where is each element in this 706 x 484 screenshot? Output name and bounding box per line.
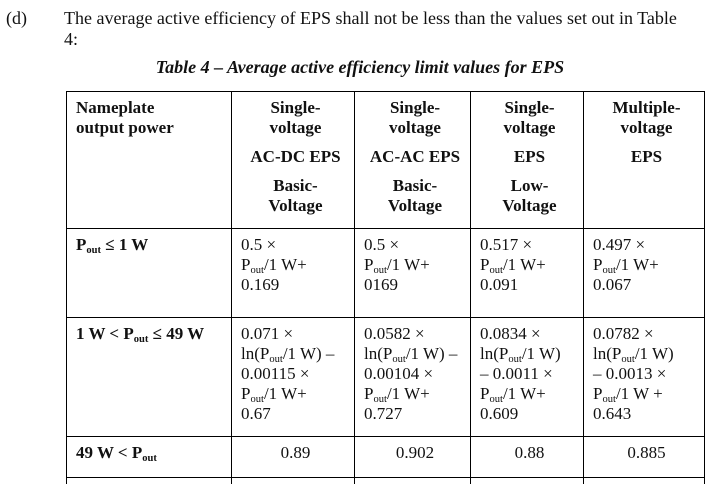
empty-cell [66, 477, 232, 484]
table-row: Pout ≤ 1 W 0.5 × Pout/1 W+ 0.169 0.5 × Pout… [66, 228, 705, 318]
list-item-marker: (d) [6, 8, 27, 28]
header-nameplate-output-power: Nameplate output power [66, 91, 232, 229]
header-multiple-voltage-eps: Multiple-voltage EPS [583, 91, 705, 229]
header-single-voltage-ac-ac-eps: Single-voltage AC-AC EPS Basic- Voltage [354, 91, 471, 229]
cell-gt49w-ac-dc: 0.89 [231, 436, 355, 478]
header-line: Single-voltage [269, 98, 322, 137]
cell-gt49w-multiple-voltage: 0.885 [583, 436, 705, 478]
header-line: Single-voltage [503, 98, 556, 137]
empty-cell [354, 477, 471, 484]
header-line: Basic- Voltage [387, 176, 443, 215]
clause-d: (d) The average active efficiency of EPS… [0, 0, 706, 50]
header-line: EPS [513, 147, 546, 166]
empty-cell [583, 477, 705, 484]
header-line: Multiple-voltage [612, 98, 681, 137]
header-line: AC-DC EPS [250, 147, 341, 166]
cell-1to49w-low-voltage: 0.0834 × ln(Pout/1 W) – 0.0011 × Pout/1 W+ 0… [470, 317, 584, 437]
empty-cell [470, 477, 584, 484]
empty-cell [231, 477, 355, 484]
row-label-1w-to-49w: 1 W < Pout ≤ 49 W [66, 317, 232, 437]
row-label-gt-49w: 49 W < Pout [66, 436, 232, 478]
header-single-voltage-ac-dc-eps: Single-voltage AC-DC EPS Basic- Voltage [231, 91, 355, 229]
header-line: AC-AC EPS [369, 147, 461, 166]
cell-le1w-ac-dc: 0.5 × Pout/1 W+ 0.169 [231, 228, 355, 318]
cell-le1w-multiple-voltage: 0.497 × Pout/1 W+ 0.067 [583, 228, 705, 318]
cell-1to49w-ac-ac: 0.0582 × ln(Pout/1 W) –0.00104 × Pout/1 W+… [354, 317, 471, 437]
table-caption: Table 4 – Average active efficiency limi… [155, 57, 565, 77]
table-row: 49 W < Pout 0.89 0.902 0.88 0.885 [66, 436, 705, 478]
header-single-voltage-eps-low-voltage: Single-voltage EPS Low- Voltage [470, 91, 584, 229]
row-label-pout-le-1w: Pout ≤ 1 W [66, 228, 232, 318]
clause-text: The average active efficiency of EPS sha… [64, 8, 677, 49]
header-line: Basic- Voltage [268, 176, 323, 215]
cell-1to49w-multiple-voltage: 0.0782 × ln(Pout/1 W) – 0.0013 × Pout/1 W +… [583, 317, 705, 437]
cell-le1w-low-voltage: 0.517 × Pout/1 W+ 0.091 [470, 228, 584, 318]
table-row-clipped [66, 477, 705, 484]
header-line: Single-voltage [389, 98, 441, 137]
table-4-efficiency-limits: Nameplate output power Single-voltage AC-… [66, 91, 705, 484]
table-header-row: Nameplate output power Single-voltage AC-… [66, 91, 705, 229]
cell-gt49w-ac-ac: 0.902 [354, 436, 471, 478]
header-line: Low- Voltage [502, 176, 557, 215]
header-line: EPS [630, 147, 663, 166]
cell-gt49w-low-voltage: 0.88 [470, 436, 584, 478]
table-row: 1 W < Pout ≤ 49 W 0.071 × ln(Pout/1 W) –0… [66, 317, 705, 437]
cell-1to49w-ac-dc: 0.071 × ln(Pout/1 W) –0.00115 × Pout/1 W+ 0… [231, 317, 355, 437]
cell-le1w-ac-ac: 0.5 × Pout/1 W+ 0169 [354, 228, 471, 318]
